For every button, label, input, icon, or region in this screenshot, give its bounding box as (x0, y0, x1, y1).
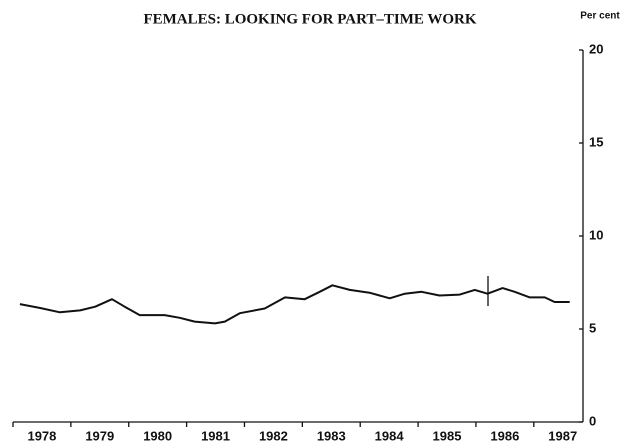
x-tick-label: 1986 (490, 428, 519, 443)
chart-title: FEMALES: LOOKING FOR PART–TIME WORK (143, 11, 476, 27)
x-tick-label: 1978 (27, 428, 56, 443)
y-tick-label: 5 (589, 320, 596, 335)
y-tick-label: 20 (589, 41, 603, 56)
x-tick-label: 1983 (317, 428, 346, 443)
x-tick-label: 1980 (143, 428, 172, 443)
x-tick-label: 1987 (548, 428, 577, 443)
x-tick-label: 1982 (259, 428, 288, 443)
x-tick-label: 1984 (375, 428, 405, 443)
x-tick-label: 1981 (201, 428, 230, 443)
y-tick-label: 15 (589, 134, 603, 149)
x-tick-label: 1979 (85, 428, 114, 443)
y-tick-label: 0 (589, 413, 596, 428)
y-axis-label: Per cent (580, 11, 620, 22)
x-tick-label: 1985 (433, 428, 462, 443)
data-line (19, 284, 570, 325)
y-tick-label: 10 (589, 227, 603, 242)
